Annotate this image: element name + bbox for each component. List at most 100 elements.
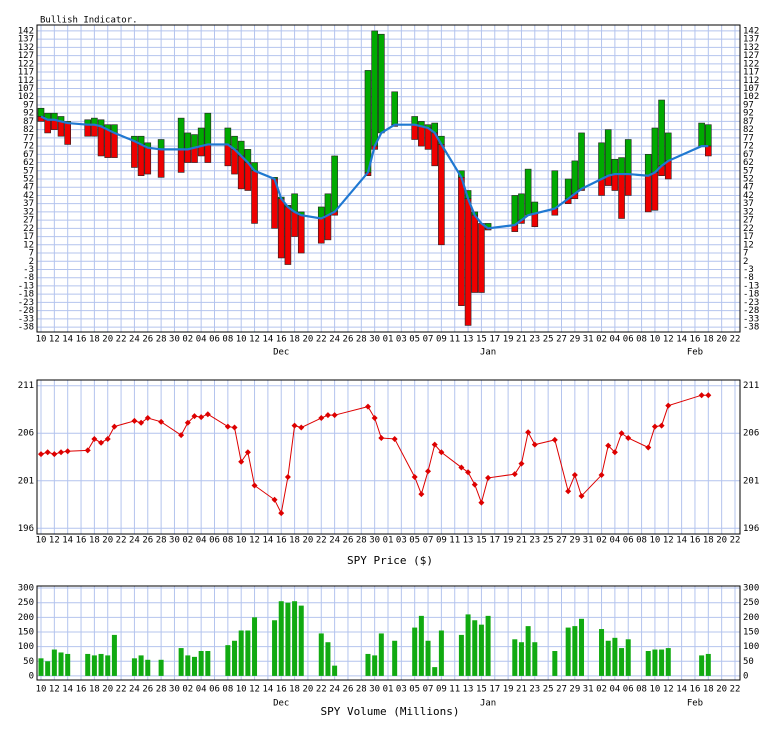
y-tick-label: 27 <box>23 216 34 226</box>
bearish-bar <box>204 144 212 163</box>
price-marker <box>158 418 165 425</box>
volume-bar <box>185 655 191 676</box>
bearish-bar <box>411 124 418 140</box>
x-tick-label: 12 <box>49 685 60 695</box>
x-tick-label: 24 <box>329 685 340 695</box>
volume-bar <box>572 626 578 676</box>
volume-bar <box>478 624 484 676</box>
x-tick-label: 09 <box>436 536 447 546</box>
price-marker <box>651 423 658 430</box>
y-tick-label: 57 <box>23 166 34 176</box>
price-marker <box>611 449 618 456</box>
bearish-bar <box>91 124 98 137</box>
bullish-bar <box>177 117 185 150</box>
y-tick-label: 100 <box>18 642 34 652</box>
bullish-bar <box>224 127 232 145</box>
volume-bar <box>285 602 291 676</box>
x-tick-label: 01 <box>383 536 394 546</box>
volume-bar <box>412 627 418 676</box>
volume-bar <box>65 653 71 676</box>
y-tick-label: 250 <box>743 598 759 608</box>
bullish-bar <box>511 195 519 226</box>
price-marker <box>578 492 585 499</box>
x-tick-label: 04 <box>196 685 207 695</box>
y-tick-label: 142 <box>18 26 34 36</box>
price-marker <box>625 434 632 441</box>
x-tick-label: 10 <box>649 536 660 546</box>
volume-bar <box>158 659 164 676</box>
x-tick-label: 02 <box>596 335 607 345</box>
x-tick-label: 31 <box>583 335 594 345</box>
price-marker <box>425 468 432 475</box>
bearish-bar <box>157 149 165 178</box>
price-marker <box>284 473 291 480</box>
y-tick-label: 97 <box>23 100 34 110</box>
price-marker <box>371 415 378 422</box>
bullish-bar <box>564 178 572 200</box>
x-tick-label: 14 <box>676 335 687 345</box>
bullish-bar <box>611 158 619 175</box>
x-tick-label: 20 <box>716 335 727 345</box>
x-tick-label: 15 <box>476 685 487 695</box>
x-tick-label: 29 <box>569 335 580 345</box>
y-tick-label: 47 <box>23 183 34 193</box>
bullish-bar <box>624 139 632 175</box>
x-tick-label: 03 <box>396 335 407 345</box>
x-tick-label: 22 <box>730 335 741 345</box>
bearish-bar <box>84 124 92 137</box>
x-tick-label: 31 <box>583 685 594 695</box>
y-tick-label: -28 <box>18 306 34 316</box>
volume-bar <box>612 637 618 676</box>
y-tick-label: -13 <box>743 281 759 291</box>
volume-bar <box>665 648 671 676</box>
x-tick-label: 15 <box>476 335 487 345</box>
y-tick-label: 2 <box>29 257 34 267</box>
x-tick-label: 19 <box>503 335 514 345</box>
y-tick-label: -38 <box>743 323 759 333</box>
y-tick-label: 77 <box>743 133 754 143</box>
x-tick-label: 27 <box>556 335 567 345</box>
x-tick-label: 24 <box>129 536 140 546</box>
x-tick-label: 16 <box>76 536 87 546</box>
y-tick-label: 87 <box>23 117 34 127</box>
bearish-bar <box>297 214 305 254</box>
price-marker <box>231 424 238 431</box>
volume-bar <box>432 667 438 676</box>
bearish-bar <box>618 173 625 219</box>
x-tick-label: 11 <box>449 335 460 345</box>
y-tick-label: 107 <box>18 84 34 94</box>
price-marker <box>438 449 445 456</box>
price-marker <box>84 447 91 454</box>
y-tick-label: 112 <box>743 76 759 86</box>
volume-bar <box>552 651 558 676</box>
price-marker <box>204 411 211 418</box>
x-tick-label: 28 <box>356 685 367 695</box>
y-tick-label: -18 <box>18 290 34 300</box>
bearish-bar <box>284 206 292 265</box>
bearish-bar <box>611 173 619 191</box>
x-tick-label: 19 <box>503 536 514 546</box>
x-tick-label: 04 <box>609 685 620 695</box>
volume-bar <box>51 649 57 676</box>
bullish-bar <box>518 193 525 221</box>
price-marker <box>271 496 278 503</box>
y-tick-label: 82 <box>23 125 34 135</box>
x-tick-label: 30 <box>369 335 380 345</box>
y-tick-label: 12 <box>743 240 754 250</box>
price-marker <box>478 499 485 506</box>
bearish-bar <box>97 126 105 157</box>
y-tick-label: 206 <box>18 429 34 439</box>
y-tick-label: -38 <box>18 323 34 333</box>
x-tick-label: 20 <box>102 685 113 695</box>
x-tick-label: 07 <box>423 685 434 695</box>
bullish-bar <box>191 134 198 149</box>
volume-bar <box>565 627 571 676</box>
price-marker <box>91 435 98 442</box>
volume-bar <box>252 617 258 676</box>
x-tick-label: 11 <box>449 536 460 546</box>
x-tick-label: 10 <box>236 335 247 345</box>
axis-title: SPY Volume (Millions) <box>320 705 459 718</box>
price-marker <box>278 510 285 517</box>
x-tick-label: 16 <box>76 335 87 345</box>
x-tick-label: 28 <box>156 335 167 345</box>
